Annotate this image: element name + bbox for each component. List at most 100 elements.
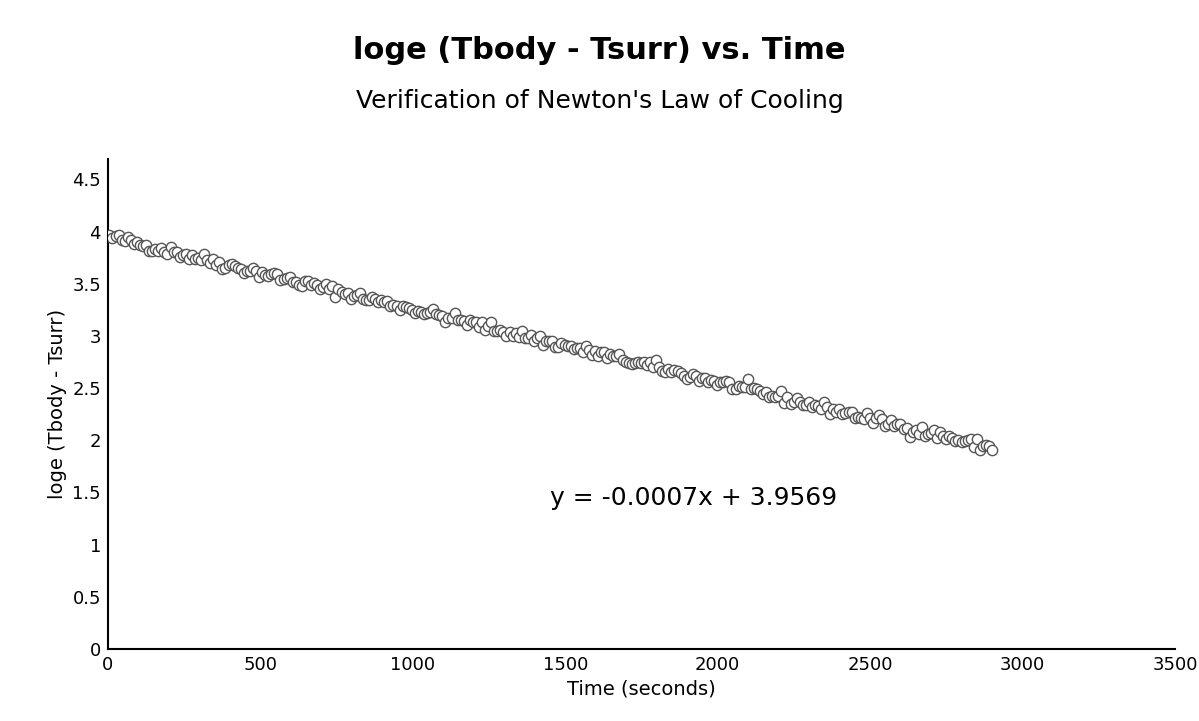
Point [145, 243, 164, 255]
Point [393, 300, 412, 311]
Point [289, 279, 308, 291]
Point [549, 342, 568, 353]
Point [713, 376, 733, 388]
Point [518, 332, 537, 343]
Point [719, 376, 739, 388]
Point [112, 234, 131, 246]
Point [429, 309, 448, 321]
Point [478, 320, 498, 332]
Point [372, 294, 391, 306]
Point [800, 397, 819, 408]
Point [842, 406, 861, 417]
Point [472, 317, 492, 328]
Point [934, 430, 953, 442]
Point [891, 418, 910, 430]
Point [384, 300, 403, 311]
Point [640, 356, 659, 368]
Point [500, 327, 519, 338]
Point [940, 430, 959, 442]
Point [534, 339, 553, 350]
Point [980, 441, 999, 452]
Point [879, 418, 898, 430]
Point [427, 309, 446, 320]
Point [830, 403, 849, 415]
Point [368, 296, 387, 308]
Point [873, 413, 892, 425]
Point [894, 423, 914, 435]
Point [342, 293, 361, 305]
Point [206, 260, 225, 271]
Point [222, 258, 241, 270]
Point [409, 306, 428, 317]
Point [601, 348, 620, 360]
Point [528, 332, 547, 344]
Point [958, 435, 977, 446]
Point [650, 360, 669, 372]
Point [176, 249, 195, 260]
Point [454, 316, 474, 327]
Point [287, 276, 306, 288]
Point [273, 273, 293, 285]
Point [186, 253, 205, 265]
Point [516, 332, 535, 344]
Point [686, 371, 705, 382]
Point [683, 368, 703, 380]
Point [362, 291, 381, 303]
Point [906, 425, 926, 436]
Point [668, 366, 687, 377]
Point [729, 380, 748, 392]
Point [439, 312, 458, 324]
Point [265, 267, 284, 279]
Text: Verification of Newton's Law of Cooling: Verification of Newton's Law of Cooling [356, 89, 843, 113]
Point [510, 331, 529, 342]
Point [552, 337, 571, 349]
Point [261, 268, 281, 280]
Point [283, 276, 302, 288]
Point [295, 275, 314, 287]
Y-axis label: loge (Tbody - Tsurr): loge (Tbody - Tsurr) [48, 309, 67, 499]
Point [247, 265, 266, 276]
Point [942, 432, 962, 443]
Point [579, 345, 598, 356]
X-axis label: Time (seconds): Time (seconds) [567, 679, 716, 699]
Point [573, 346, 592, 358]
Point [658, 363, 677, 375]
Point [751, 385, 770, 397]
Point [903, 426, 922, 438]
Point [820, 409, 839, 420]
Point [689, 375, 709, 386]
Point [423, 304, 442, 315]
Point [119, 231, 138, 242]
Point [787, 392, 806, 404]
Point [255, 269, 275, 280]
Point [956, 435, 975, 447]
Point [711, 376, 730, 388]
Point [851, 412, 870, 423]
Point [778, 392, 797, 403]
Point [634, 357, 653, 368]
Point [769, 391, 788, 402]
Point [833, 408, 852, 420]
Point [293, 280, 312, 291]
Point [854, 413, 873, 425]
Point [753, 388, 772, 399]
Point [210, 257, 229, 268]
Point [741, 383, 760, 394]
Point [109, 229, 128, 241]
Point [701, 374, 721, 386]
Point [490, 324, 510, 336]
Point [204, 254, 223, 265]
Point [619, 358, 638, 369]
Point [625, 357, 644, 368]
Point [585, 345, 604, 357]
Point [448, 314, 468, 326]
Point [781, 398, 800, 410]
Point [164, 247, 183, 258]
Point [631, 358, 650, 369]
Point [747, 384, 766, 395]
Point [243, 262, 263, 274]
Point [604, 350, 623, 362]
Point [350, 287, 369, 298]
Point [231, 263, 251, 275]
Point [818, 401, 837, 412]
